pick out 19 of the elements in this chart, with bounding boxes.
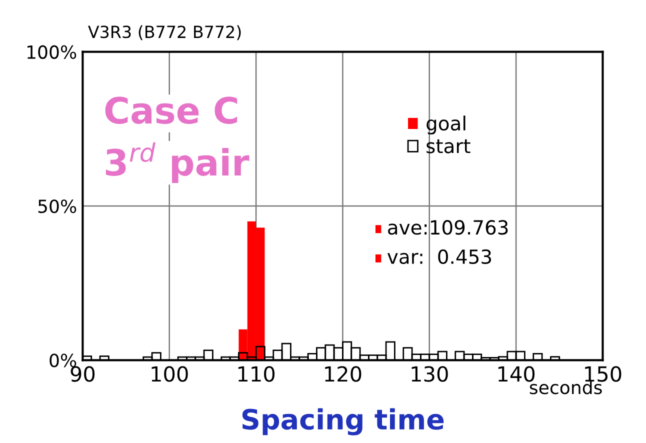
annotation: Case C xyxy=(105,96,238,124)
y-tick-label: 50% xyxy=(38,199,76,214)
x-tick-label: 140 xyxy=(498,366,535,382)
x-axis-title: seconds xyxy=(530,380,602,394)
x-tick-label: 130 xyxy=(412,366,448,382)
y-tick-label: 100% xyxy=(27,45,76,59)
text: Spacing time xyxy=(242,408,444,436)
legend-label: goal xyxy=(426,116,466,134)
legend-label: start xyxy=(426,139,470,154)
x-tick-label: 120 xyxy=(325,366,362,382)
y-tick-label: 0% xyxy=(50,354,76,368)
x-tick-label: 90 xyxy=(70,366,95,382)
annotation: ave:109.763 xyxy=(388,220,508,235)
x-tick-label: 100 xyxy=(152,366,188,382)
x-tick-label: 150 xyxy=(585,366,622,382)
x-tick-label: 110 xyxy=(238,366,275,382)
chart-title: V3R3 (B772 B772) xyxy=(88,25,241,40)
annotation: 3$^{rd}$ pair xyxy=(106,142,250,183)
annotation: var: 0.453 xyxy=(387,249,491,264)
